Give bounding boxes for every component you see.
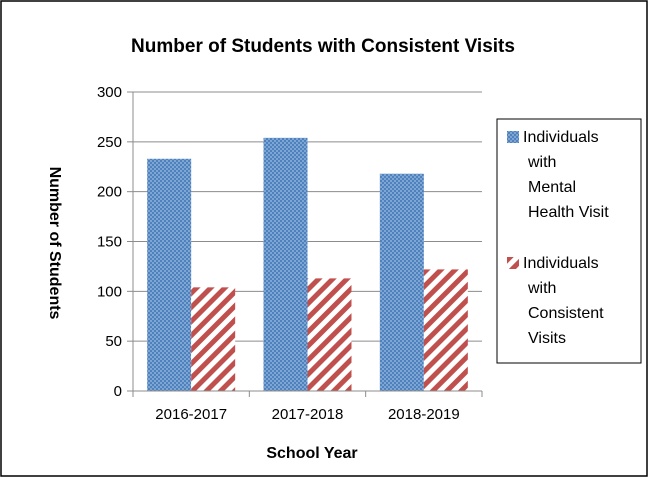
legend-label: Visits — [528, 330, 566, 347]
bar-mental-health-visit-2016-2017 — [147, 158, 192, 391]
legend-swatch — [507, 257, 519, 269]
y-axis-title: Number of Students — [46, 167, 63, 320]
bar-consistent-visits-2018-2019 — [423, 269, 468, 391]
y-tick-label: 250 — [97, 134, 122, 151]
legend-label: Mental — [528, 179, 576, 196]
legend-label: Individuals — [523, 255, 599, 272]
y-tick-label: 200 — [97, 184, 122, 201]
chart-title: Number of Students with Consistent Visit… — [131, 36, 515, 57]
x-tick-label: 2016-2017 — [155, 406, 227, 423]
bar-consistent-visits-2017-2018 — [307, 278, 352, 391]
legend-box — [496, 118, 642, 364]
bar-mental-health-visit-2017-2018 — [263, 137, 308, 391]
bar-mental-health-visit-2018-2019 — [379, 173, 424, 391]
legend-label: with — [527, 154, 556, 171]
legend-swatch — [507, 131, 519, 143]
bars — [147, 137, 468, 391]
x-axis-ticks: 2016-2017 2017-2018 2018-2019 — [132, 391, 483, 423]
bar-consistent-visits-2016-2017 — [191, 287, 236, 391]
legend-label: with — [527, 280, 556, 297]
y-axis-ticks: 0 50 100 150 200 250 300 — [97, 84, 133, 400]
y-tick-label: 300 — [97, 84, 122, 101]
x-axis-title: School Year — [266, 445, 357, 462]
y-tick-label: 100 — [97, 283, 122, 300]
legend: Individuals with Mental Health Visit Individ… — [496, 118, 642, 364]
legend-label: Health Visit — [528, 204, 609, 221]
axes — [132, 92, 482, 392]
y-tick-label: 150 — [97, 234, 122, 251]
legend-label: Consistent — [528, 305, 604, 322]
legend-label: Individuals — [523, 129, 599, 146]
y-tick-label: 0 — [114, 383, 122, 400]
x-tick-label: 2017-2018 — [272, 406, 344, 423]
x-tick-label: 2018-2019 — [388, 406, 460, 423]
y-tick-label: 50 — [105, 333, 122, 350]
